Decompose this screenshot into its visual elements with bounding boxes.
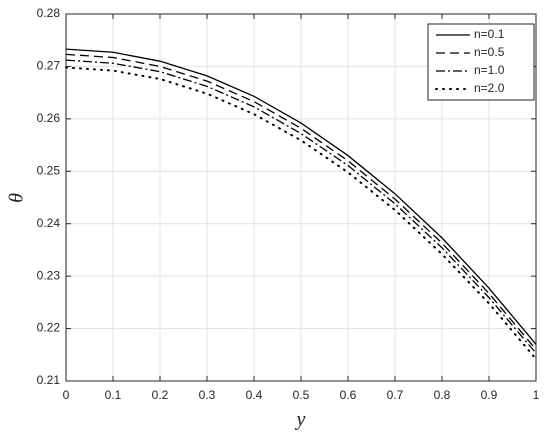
series-line [65, 59, 537, 354]
x-tick-label: 0.4 [246, 388, 263, 402]
x-tick-label: 0.2 [152, 388, 169, 402]
x-tick-label: 0.7 [387, 388, 404, 402]
x-tick-label: 0.9 [481, 388, 498, 402]
legend: n=0.1 n=0.5 n=1.0 n=2.0 [427, 23, 535, 101]
x-tick-label: 1 [533, 388, 540, 402]
plot-frame [65, 13, 537, 382]
y-tick-label: 0.26 [37, 111, 61, 125]
x-tick-label: 0 [63, 388, 70, 402]
y-tick-label: 0.22 [37, 321, 61, 335]
y-tick-label: 0.23 [37, 268, 61, 282]
legend-label: n=1.0 [474, 63, 505, 77]
series-line [65, 48, 537, 345]
x-axis-label: y [295, 409, 306, 431]
y-axis-label: θ [6, 193, 28, 203]
y-tick-label: 0.27 [37, 59, 61, 73]
x-tick-label: 0.3 [199, 388, 216, 402]
x-tick-label: 0.8 [434, 388, 451, 402]
y-tick-label: 0.28 [37, 6, 61, 20]
y-tick-label: 0.24 [37, 216, 61, 230]
series-line [65, 53, 537, 350]
x-tick-label: 0.5 [293, 388, 310, 402]
x-tick-label: 0.1 [105, 388, 122, 402]
y-tick-label: 0.25 [37, 163, 61, 177]
legend-box [427, 23, 535, 101]
series-line [65, 66, 537, 360]
y-tick-label: 0.21 [37, 373, 61, 387]
legend-label: n=0.1 [474, 27, 505, 41]
legend-label: n=0.5 [474, 45, 505, 59]
legend-label: n=2.0 [474, 81, 505, 95]
x-tick-label: 0.6 [340, 388, 357, 402]
